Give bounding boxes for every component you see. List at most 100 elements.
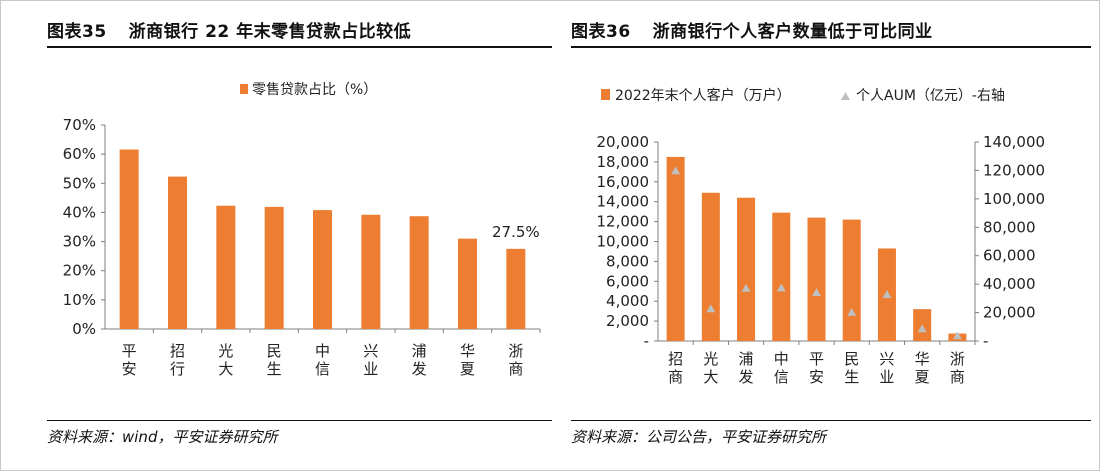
right-title-rule [571,46,1091,48]
x-tick-label-8-char-0: 浙 [950,350,965,368]
left-title-rule [47,46,552,48]
bar-1 [168,176,187,329]
bar-2 [216,205,236,329]
x-tick-label-6-char-0: 浦 [412,342,427,360]
x-tick-label-5-char-1: 业 [363,360,378,378]
aum-marker-3 [776,283,786,292]
right-y-tick-label-5: 100,000 [983,190,1045,208]
left-y-tick-label-4: 8,000 [606,252,649,270]
y-tick-label-5: 50% [63,174,96,192]
x-tick-label-6-char-0: 兴 [879,350,894,368]
x-tick-label-6-char-1: 业 [879,368,894,386]
x-tick-label-4-char-0: 平 [809,350,824,368]
left-y-tick-label-2: 4,000 [606,292,649,310]
left-y-tick-label-1: 2,000 [606,312,649,330]
x-tick-label-5-char-1: 生 [844,368,859,386]
left-y-tick-label-6: 12,000 [597,213,650,231]
y-tick-label-7: 70% [63,116,96,134]
x-tick-label-3-char-0: 中 [774,350,789,368]
right-chart-number: 图表36 [571,22,631,42]
left-chart-heading: 浙商银行 22 年末零售贷款占比较低 [128,22,412,42]
aum-marker-7 [917,324,927,333]
x-tick-label-0-char-0: 平 [122,342,137,360]
right-y-tick-label-7: 140,000 [983,133,1045,151]
left-bar-chart: 零售贷款占比（%） 0% 10% 20% 30% 40% 50% 60% 70% 平安 招行 光大 民生… [63,82,541,378]
right-y-tick-label-3: 60,000 [983,247,1036,265]
bar-8 [506,248,526,329]
aum-marker-0 [671,166,681,175]
x-tick-label-5-char-0: 民 [844,350,859,368]
x-tick-label-7-char-1: 夏 [460,360,475,378]
left-y-tick-label-8: 16,000 [597,173,650,191]
legend-label-retail-customers: 2022年末个人客户（万户） [615,87,791,104]
aum-marker-2 [741,283,751,292]
right-chart-title: 图表36 浙商银行个人客户数量低于可比同业 [571,17,933,43]
legend-marker-retail-aum [841,92,850,100]
y-tick-label-3: 30% [63,233,96,251]
x-tick-label-2-char-0: 光 [218,342,233,360]
legend-swatch-retail-loan-share [240,84,248,94]
aum-marker-4 [812,287,821,296]
bar-3 [264,206,284,329]
aum-marker-1 [706,304,716,313]
left-y-tick-label-7: 14,000 [597,193,650,211]
aum-marker-6 [882,290,892,299]
x-tick-label-1-char-1: 大 [703,368,718,386]
y-tick-label-6: 60% [63,145,96,163]
x-tick-label-6-char-1: 发 [412,360,427,378]
right-panel: 图表36 浙商银行个人客户数量低于可比同业 2022年末个人客户（万户） 个人AUM… [565,0,1100,471]
x-tick-label-8-char-0: 浙 [508,342,523,360]
legend-label-retail-aum: 个人AUM（亿元）-右轴 [856,88,1005,104]
y-tick-label-1: 10% [63,291,96,309]
x-tick-label-1-char-0: 光 [703,350,718,368]
left-chart-title: 图表35 浙商银行 22 年末零售贷款占比较低 [47,17,411,43]
x-tick-label-1-char-0: 招 [170,342,185,360]
bar-4 [313,210,332,329]
left-y-tick-label-9: 18,000 [597,153,650,171]
bar-1 [701,192,720,341]
right-y-tick-label-6: 120,000 [983,161,1045,179]
x-tick-label-7-char-0: 华 [915,350,930,368]
x-tick-label-7-char-0: 华 [460,342,475,360]
bar-7 [458,238,477,329]
legend-label-retail-loan-share: 零售贷款占比（%） [252,82,377,98]
left-chart-number: 图表35 [47,22,107,42]
right-combo-chart: 2022年末个人客户（万户） 个人AUM（亿元）-右轴 - 2,000 4,000 6,0… [597,87,1046,386]
x-tick-label-0-char-1: 商 [668,368,683,386]
right-y-tick-label-0: - [983,332,988,350]
aum-marker-8 [952,331,962,340]
x-tick-label-2-char-0: 浦 [739,350,754,368]
x-tick-label-8-char-1: 商 [508,360,523,378]
left-y-tick-label-5: 10,000 [597,233,650,251]
right-source-rule [571,420,1091,421]
right-y-tick-label-4: 80,000 [983,218,1036,236]
x-tick-label-4-char-1: 信 [315,360,330,378]
data-label-8: 27.5% [492,223,540,241]
x-tick-label-3-char-1: 信 [774,368,789,386]
x-tick-label-8-char-1: 商 [950,368,965,386]
right-chart-heading: 浙商银行个人客户数量低于可比同业 [652,22,933,42]
y-tick-label-2: 20% [63,262,96,280]
x-tick-label-3-char-0: 民 [267,342,282,360]
bar-6 [409,216,429,329]
bar-0 [666,156,685,341]
x-tick-label-3-char-1: 生 [267,360,282,378]
x-tick-label-5-char-0: 兴 [363,342,378,360]
left-source-note: 资料来源：wind，平安证券研究所 [47,428,278,446]
x-tick-label-2-char-1: 大 [218,360,233,378]
left-y-tick-label-3: 6,000 [606,272,649,290]
x-tick-label-4-char-0: 中 [315,342,330,360]
bar-2 [737,197,756,341]
bar-3 [772,212,791,341]
bar-4 [807,217,826,341]
right-source-note: 资料来源：公司公告，平安证券研究所 [571,428,827,446]
x-tick-label-0-char-0: 招 [668,350,683,368]
x-tick-label-1-char-1: 行 [170,360,185,378]
right-y-tick-label-1: 20,000 [983,304,1036,322]
left-y-tick-label-0: - [644,332,649,350]
left-y-tick-label-10: 20,000 [597,133,650,151]
left-panel: 图表35 浙商银行 22 年末零售贷款占比较低 零售贷款占比（%） 0% 10% 20%… [47,17,552,446]
y-tick-label-4: 40% [63,203,96,221]
x-tick-label-0-char-1: 安 [122,360,137,378]
bar-5 [842,219,861,341]
